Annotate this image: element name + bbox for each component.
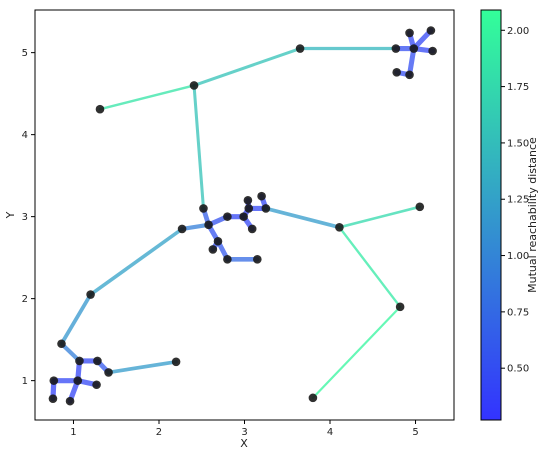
data-point [57, 339, 66, 349]
data-point [405, 70, 414, 80]
colorbar-tick-label: 1.50 [507, 138, 529, 149]
x-tick-label: 3 [241, 427, 247, 438]
data-point [65, 396, 75, 406]
y-tick-label: 2 [22, 294, 28, 305]
data-point [415, 202, 425, 212]
data-point [49, 376, 59, 385]
data-point [261, 204, 271, 213]
colorbar [480, 9, 502, 421]
mst-edge [98, 84, 196, 111]
data-point [223, 212, 232, 221]
y-tick-label: 5 [22, 48, 28, 59]
y-tick-label: 3 [22, 212, 28, 223]
data-point [204, 220, 213, 230]
y-axis-label: Y [4, 211, 17, 219]
x-tick-label: 2 [156, 427, 162, 438]
data-point [405, 28, 414, 38]
data-point [73, 376, 83, 385]
data-point [257, 191, 266, 201]
data-point [104, 368, 113, 377]
data-point [295, 44, 305, 53]
y-ticks: 1 2 3 4 5 [22, 48, 35, 387]
mst-edge [106, 359, 178, 375]
data-point [92, 380, 101, 390]
colorbar-tick-label: 1.75 [507, 82, 529, 93]
mst-edge [407, 46, 417, 78]
data-point [247, 224, 257, 234]
data-point [213, 236, 223, 246]
mst-edge [192, 83, 205, 210]
data-point [391, 44, 401, 53]
mst-edge [338, 226, 402, 309]
colorbar-tick-label: 1.25 [507, 195, 529, 206]
data-point [208, 245, 218, 254]
x-ticks: 1 2 3 4 5 [70, 420, 419, 438]
data-point [199, 204, 208, 213]
x-tick-label: 5 [412, 427, 418, 438]
x-axis-label: X [240, 437, 248, 450]
x-tick-label: 1 [70, 427, 76, 438]
data-point [395, 302, 405, 312]
data-point [48, 394, 58, 403]
mst-edge [59, 292, 93, 346]
y-tick-label: 4 [22, 130, 28, 141]
data-point [253, 254, 262, 264]
data-point [426, 26, 436, 35]
mst-edge [311, 305, 402, 399]
data-point [86, 290, 95, 299]
data-point [75, 356, 84, 366]
data-point [428, 46, 437, 56]
data-point [308, 393, 318, 403]
y-tick-label: 1 [22, 376, 28, 387]
colorbar-tick-label: 1.00 [507, 251, 529, 262]
colorbar-tick-label: 2.00 [507, 26, 529, 37]
points-layer [48, 26, 437, 406]
colorbar-label: Mutual reachability distance [526, 137, 539, 293]
mst-edge [179, 222, 211, 232]
colorbar-tick-label: 0.75 [507, 307, 529, 318]
mst-edge [264, 206, 342, 230]
mst-edge [338, 205, 422, 229]
data-point [93, 356, 102, 366]
mst-edge [192, 47, 302, 87]
x-tick-label: 4 [327, 427, 333, 438]
data-point [171, 357, 181, 367]
data-point [409, 44, 419, 53]
data-point [95, 104, 105, 114]
data-point [239, 212, 248, 221]
data-point [243, 195, 253, 205]
data-point [244, 204, 254, 213]
colorbar-tick-label: 0.50 [507, 364, 529, 375]
colorbar-ticks: 0.50 0.75 1.00 1.25 1.50 1.75 2.00 [501, 26, 529, 375]
data-point [392, 68, 402, 77]
data-point [223, 254, 232, 264]
data-point [335, 223, 344, 232]
data-point [177, 224, 187, 234]
data-point [189, 81, 199, 90]
mst-edge [88, 227, 184, 297]
